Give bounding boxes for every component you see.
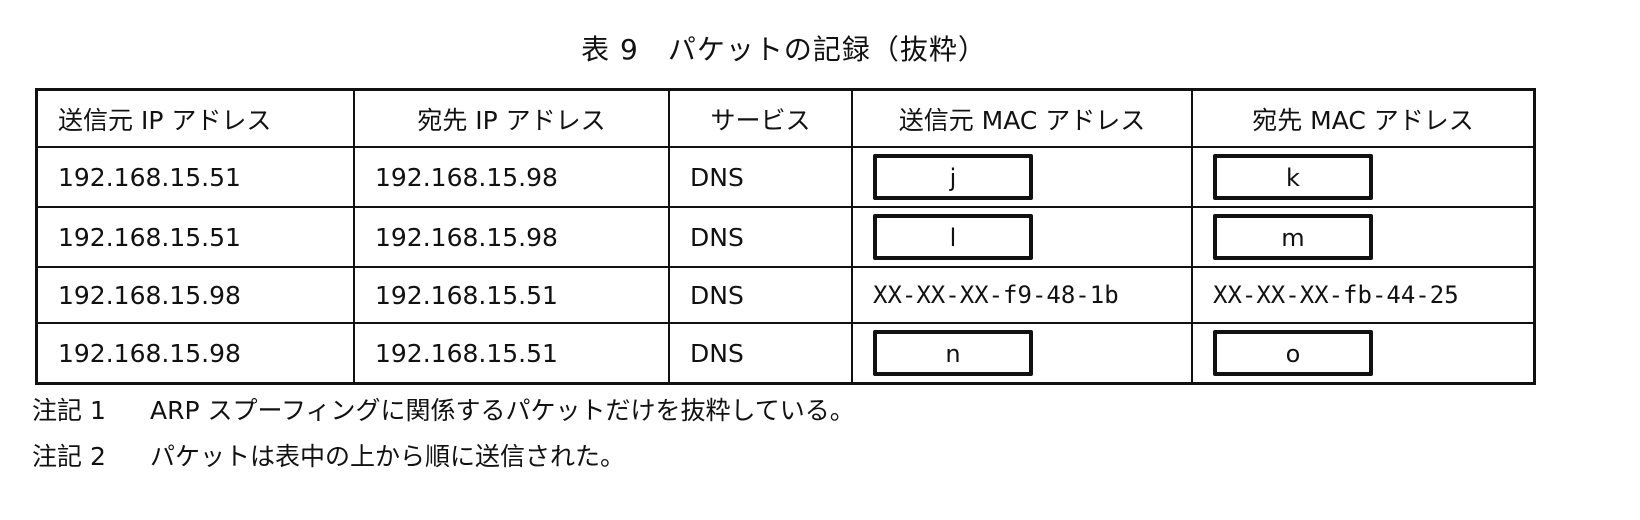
note-label: 注記 2 [32, 442, 106, 471]
note-text: パケットは表中の上から順に送信された。 [150, 442, 626, 471]
table-title: 表 9 パケットの記録（抜粋） [581, 33, 987, 66]
packet-log-table: 送信元 IP アドレス 宛先 IP アドレス サービス 送信元 MAC アドレス… [35, 88, 1536, 385]
blank-box-l: l [873, 214, 1033, 260]
src-ip-cell: 192.168.15.98 [35, 322, 355, 385]
dst-mac-cell: m [1191, 206, 1536, 268]
dst-mac-cell: k [1191, 146, 1536, 208]
src-mac-cell: l [851, 206, 1193, 268]
src-mac-cell: j [851, 146, 1193, 208]
src-ip-cell: 192.168.15.51 [35, 206, 355, 268]
service-cell: DNS [668, 322, 853, 385]
header-dst-ip: 宛先 IP アドレス [353, 88, 670, 148]
dst-ip-cell: 192.168.15.98 [353, 146, 670, 208]
dst-mac-cell: o [1191, 322, 1536, 385]
table-row: 192.168.15.98 192.168.15.51 DNS n o [35, 322, 1536, 385]
src-mac-cell: n [851, 322, 1193, 385]
service-cell: DNS [668, 146, 853, 208]
note-text: ARP スプーフィングに関係するパケットだけを抜粋している。 [150, 396, 855, 425]
dst-ip-cell: 192.168.15.98 [353, 206, 670, 268]
table-header-row: 送信元 IP アドレス 宛先 IP アドレス サービス 送信元 MAC アドレス… [35, 88, 1536, 148]
blank-box-j: j [873, 154, 1033, 200]
src-ip-cell: 192.168.15.98 [35, 266, 355, 324]
dst-ip-cell: 192.168.15.51 [353, 266, 670, 324]
blank-box-o: o [1213, 330, 1373, 376]
table-row: 192.168.15.98 192.168.15.51 DNS XX-XX-XX… [35, 266, 1536, 324]
dst-ip-cell: 192.168.15.51 [353, 322, 670, 385]
table-row: 192.168.15.51 192.168.15.98 DNS l m [35, 206, 1536, 268]
header-src-mac: 送信元 MAC アドレス [851, 88, 1193, 148]
src-mac-cell: XX-XX-XX-f9-48-1b [851, 266, 1193, 324]
note-label: 注記 1 [32, 396, 106, 425]
service-cell: DNS [668, 206, 853, 268]
header-service: サービス [668, 88, 853, 148]
blank-box-m: m [1213, 214, 1373, 260]
notes: 注記 1 ARP スプーフィングに関係するパケットだけを抜粋している。 注記 2 パ… [32, 388, 855, 480]
note-2: 注記 2 パケットは表中の上から順に送信された。 [32, 434, 855, 480]
service-cell: DNS [668, 266, 853, 324]
dst-mac-cell: XX-XX-XX-fb-44-25 [1191, 266, 1536, 324]
table-row: 192.168.15.51 192.168.15.98 DNS j k [35, 146, 1536, 208]
src-ip-cell: 192.168.15.51 [35, 146, 355, 208]
header-src-ip: 送信元 IP アドレス [35, 88, 355, 148]
header-dst-mac: 宛先 MAC アドレス [1191, 88, 1536, 148]
note-1: 注記 1 ARP スプーフィングに関係するパケットだけを抜粋している。 [32, 388, 855, 434]
blank-box-n: n [873, 330, 1033, 376]
blank-box-k: k [1213, 154, 1373, 200]
